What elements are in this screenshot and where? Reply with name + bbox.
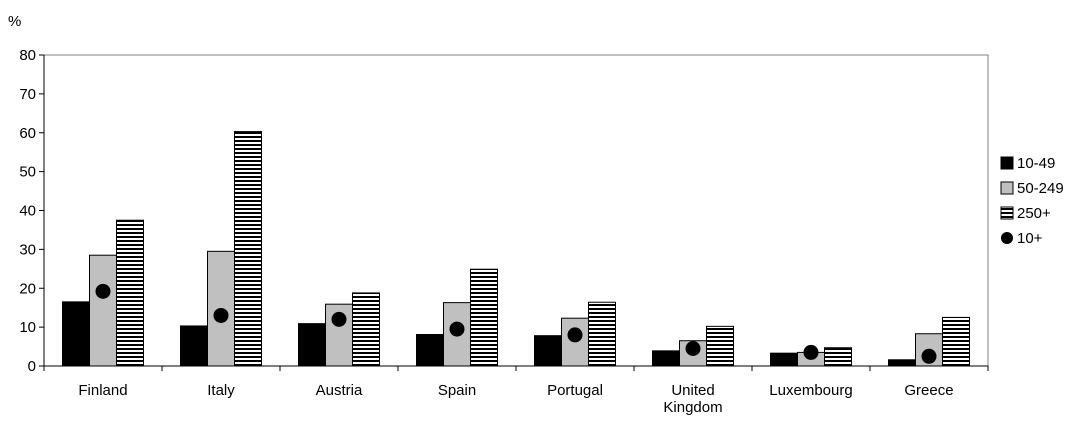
marker-10+ — [449, 321, 465, 337]
y-tick-label: 30 — [19, 241, 36, 258]
bar-250+ — [470, 268, 498, 367]
marker-10+ — [213, 307, 229, 323]
x-category-label-line: Portugal — [547, 382, 603, 399]
marker-10+ — [95, 283, 111, 299]
legend-swatch-50-249 — [1000, 181, 1014, 195]
x-category-label: Portugal — [547, 382, 603, 399]
x-category-label: Italy — [207, 382, 235, 399]
x-category-label: Spain — [438, 382, 476, 399]
legend: 10-49 50-249 250+ 10+ — [1000, 155, 1064, 247]
marker-10+ — [685, 341, 701, 357]
y-tick-label: 80 — [19, 47, 36, 64]
plot-area: 0 10 20 30 40 50 60 70 80 Finland Italy Austria Spai… — [19, 47, 989, 416]
bar-10-49 — [62, 301, 90, 367]
bar-250+ — [234, 131, 262, 367]
bar-10-49 — [534, 335, 562, 367]
x-category-label: Greece — [904, 382, 953, 399]
bar-10-49 — [652, 350, 680, 367]
marker-10+ — [803, 344, 819, 360]
x-category-label: Luxembourg — [769, 382, 852, 399]
marker-10+ — [567, 327, 583, 343]
plot-frame — [43, 54, 989, 367]
y-tick-label: 40 — [19, 203, 36, 220]
bar-250+ — [588, 301, 616, 367]
x-category-label-line: Spain — [438, 382, 476, 399]
bar-250+ — [942, 316, 970, 367]
bar-250+ — [116, 219, 144, 367]
x-category-label-line: Italy — [207, 382, 235, 399]
legend-swatch-10+ — [1001, 232, 1013, 244]
x-category-label-line: United — [671, 382, 714, 399]
bar-10-49 — [770, 352, 798, 367]
bar-250+ — [824, 347, 852, 367]
x-category-label-line: Finland — [78, 382, 127, 399]
bar-10-49 — [180, 325, 208, 367]
y-tick-label: 70 — [19, 86, 36, 103]
legend-swatch-10-49 — [1000, 156, 1014, 170]
y-tick-label: 50 — [19, 164, 36, 181]
legend-label: 250+ — [1017, 205, 1051, 222]
bar-250+ — [706, 325, 734, 367]
y-axis-unit-label: % — [8, 13, 21, 30]
y-tick-label: 20 — [19, 280, 36, 297]
x-category-label-line: Greece — [904, 382, 953, 399]
x-category-label: United Kingdom — [663, 382, 722, 416]
bar-250+ — [352, 292, 380, 367]
legend-label: 50-249 — [1017, 180, 1064, 197]
x-category-label: Austria — [316, 382, 363, 399]
y-tick-label: 60 — [19, 125, 36, 142]
x-category-label-line: Kingdom — [663, 399, 722, 416]
bar-50-249 — [89, 254, 117, 367]
marker-10+ — [331, 311, 347, 327]
legend-swatch-250+ — [1000, 206, 1014, 220]
legend-label: 10+ — [1017, 230, 1043, 247]
x-category-label: Finland — [78, 382, 127, 399]
x-category-label-line: Luxembourg — [769, 382, 852, 399]
legend-label: 10-49 — [1017, 155, 1055, 172]
bar-10-49 — [298, 323, 326, 367]
y-tick-label: 0 — [28, 358, 36, 375]
bar-10-49 — [888, 359, 916, 367]
bar-10-49 — [416, 334, 444, 367]
y-tick-label: 10 — [19, 319, 36, 336]
marker-10+ — [921, 348, 937, 364]
x-category-label-line: Austria — [316, 382, 363, 399]
